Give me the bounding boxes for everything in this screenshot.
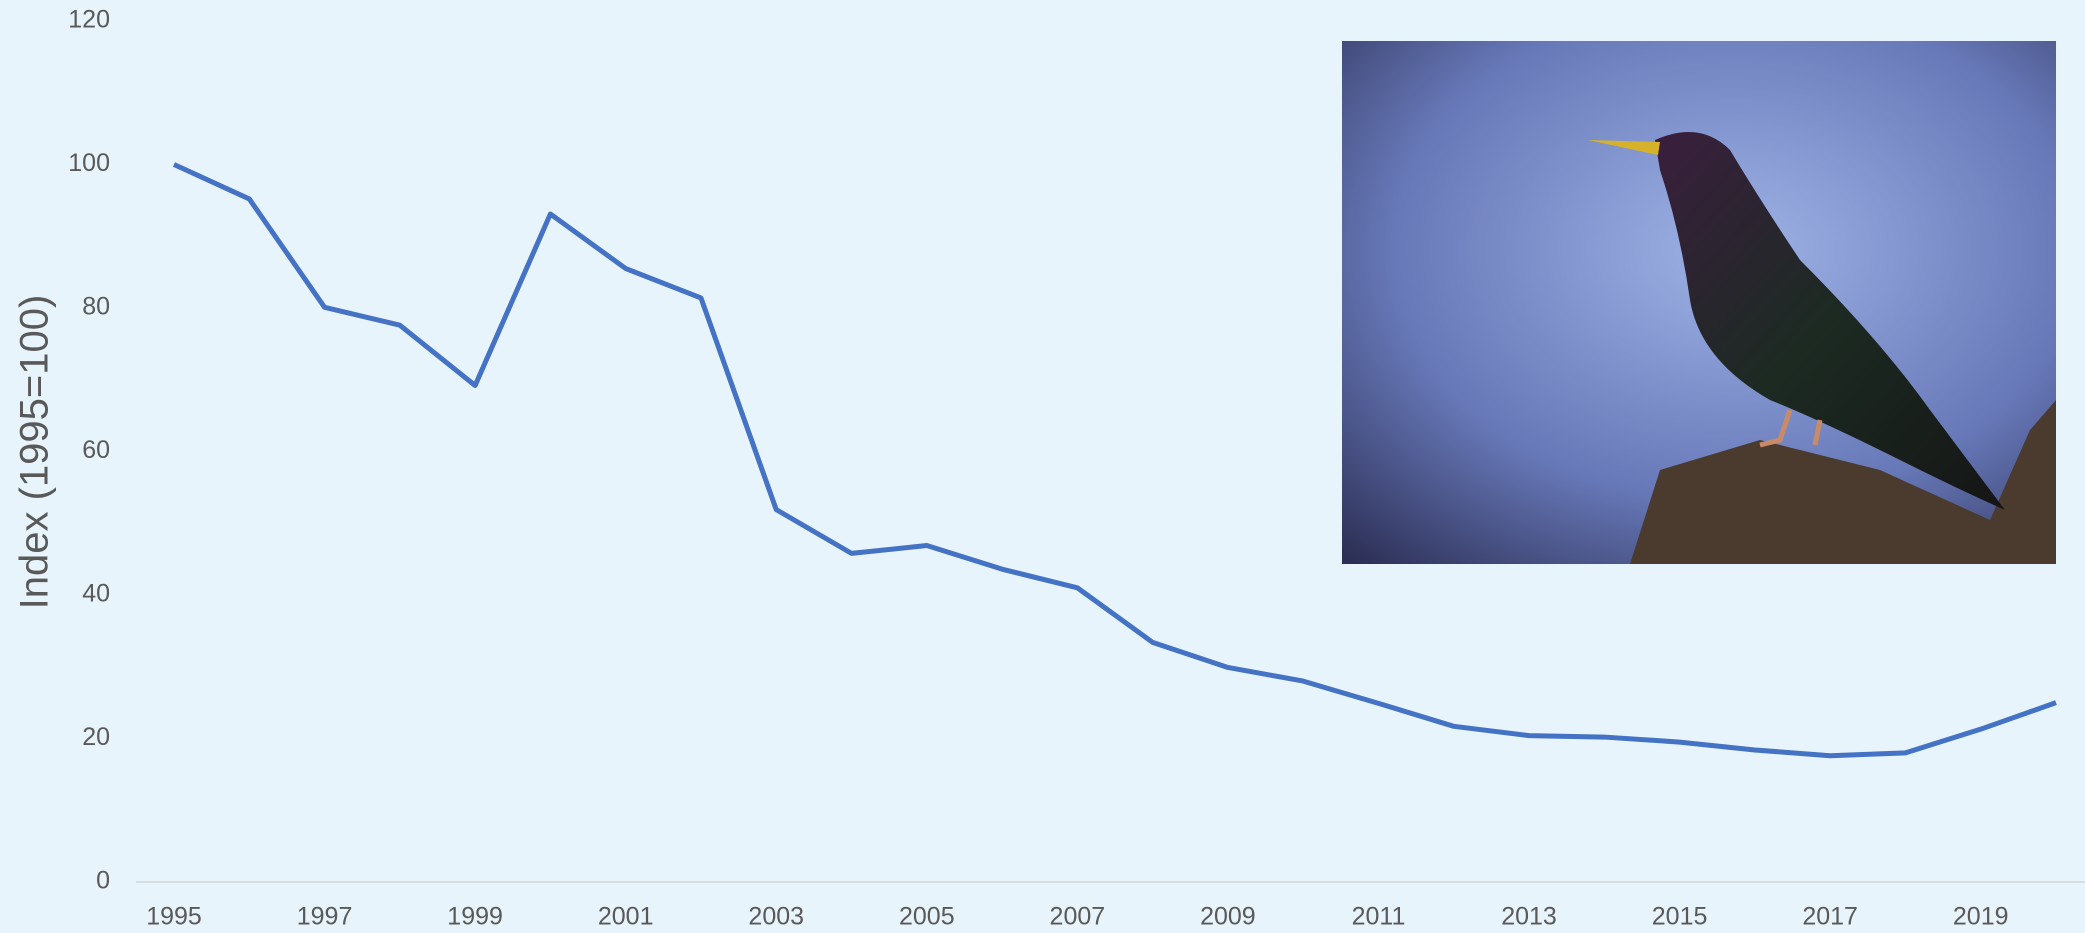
x-tick-label: 2005: [899, 903, 955, 931]
x-tick-label: 2019: [1953, 903, 2009, 931]
page: Index (1995=100) 0 20 40 60 80 100 120 1995 1997…: [0, 0, 2085, 933]
x-tick-label: 2003: [748, 903, 804, 931]
x-tick-label: 1999: [447, 903, 503, 931]
y-tick-label: 20: [82, 723, 110, 751]
chart: Index (1995=100) 0 20 40 60 80 100 120 1995 1997…: [0, 0, 2085, 933]
x-tick-label: 2001: [598, 903, 654, 931]
x-tick-label: 2013: [1501, 903, 1557, 931]
x-tick-label: 2017: [1802, 903, 1858, 931]
y-tick-label: 80: [82, 293, 110, 321]
y-axis-title: Index (1995=100): [13, 295, 57, 610]
y-tick-label: 60: [82, 436, 110, 464]
y-tick-label: 40: [82, 580, 110, 608]
x-tick-label: 2009: [1200, 903, 1256, 931]
x-tick-label: 2007: [1050, 903, 1106, 931]
x-tick-label: 2015: [1652, 903, 1708, 931]
y-tick-label: 120: [68, 6, 110, 34]
x-tick-label: 1997: [297, 903, 353, 931]
x-tick-label: 2011: [1352, 903, 1406, 931]
photo: [1342, 41, 2056, 564]
x-tick-label: 1995: [146, 903, 202, 931]
y-tick-label: 100: [68, 149, 110, 177]
y-tick-label: 0: [96, 867, 110, 895]
